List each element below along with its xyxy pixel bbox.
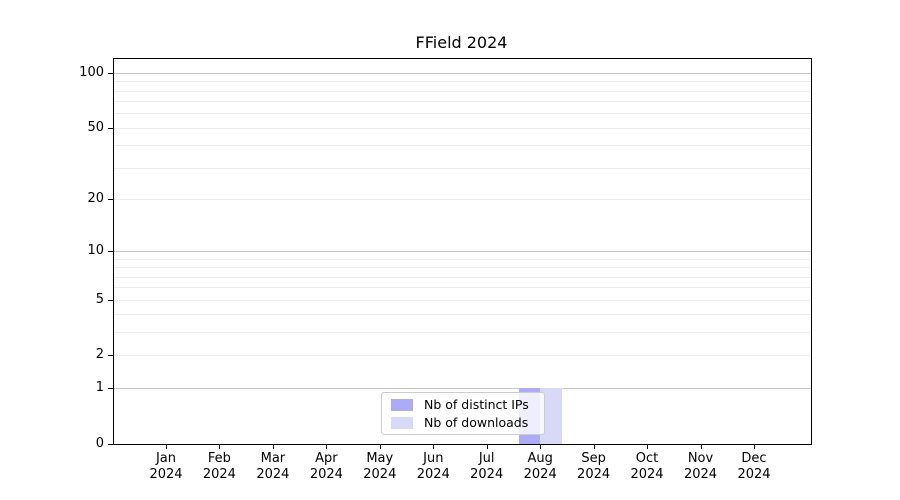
legend-swatch-icon <box>391 398 413 411</box>
x-tick-label: Feb 2024 <box>202 451 236 482</box>
x-tick-label: Jan 2024 <box>149 451 183 482</box>
major-gridline <box>114 251 811 252</box>
x-tick-label: Apr 2024 <box>309 451 343 482</box>
x-tick-mark <box>326 445 328 449</box>
legend: Nb of distinct IPs Nb of downloads <box>381 392 545 435</box>
x-tick-mark <box>647 445 648 449</box>
minor-gridline <box>114 90 811 92</box>
plot-area <box>113 58 812 445</box>
y-tick-mark <box>108 199 113 200</box>
x-tick-label: Oct 2024 <box>630 451 664 482</box>
x-tick-mark <box>166 445 167 449</box>
x-tick-label: Dec 2024 <box>737 451 771 482</box>
legend-label: Nb of downloads <box>424 415 529 430</box>
minor-gridline <box>114 258 811 260</box>
minor-gridline <box>114 145 811 147</box>
x-tick-mark <box>486 445 488 449</box>
x-tick-mark <box>593 445 595 449</box>
x-tick-label: Sep 2024 <box>577 451 611 482</box>
y-tick-mark <box>108 388 113 389</box>
x-tick-mark <box>272 445 274 449</box>
minor-gridline <box>114 267 811 269</box>
x-tick-label: Mar 2024 <box>256 451 290 482</box>
minor-gridline <box>114 127 811 129</box>
chart-title: FField 2024 <box>415 33 508 52</box>
y-tick-label: 1 <box>95 380 104 395</box>
y-tick-mark <box>108 251 113 252</box>
minor-gridline <box>114 355 811 357</box>
x-tick-mark <box>754 445 755 449</box>
minor-gridline <box>114 113 811 115</box>
major-gridline <box>114 72 811 74</box>
y-tick-mark <box>108 72 113 74</box>
x-tick-label: Jul 2024 <box>470 451 504 482</box>
legend-swatch-icon <box>391 416 413 429</box>
x-tick-mark <box>700 445 702 449</box>
minor-gridline <box>114 299 811 301</box>
y-tick-mark <box>108 355 113 357</box>
x-tick-mark <box>379 445 381 449</box>
legend-row: Nb of downloads <box>391 415 544 430</box>
y-tick-mark <box>108 443 113 445</box>
y-tick-label: 5 <box>95 291 104 307</box>
minor-gridline <box>114 276 811 278</box>
y-tick-mark <box>108 127 113 129</box>
y-tick-label: 0 <box>95 435 104 451</box>
x-tick-label: Jun 2024 <box>416 451 450 482</box>
y-tick-label: 50 <box>87 119 104 135</box>
minor-gridline <box>114 199 811 200</box>
y-tick-mark <box>108 299 113 301</box>
y-tick-label: 100 <box>79 64 104 80</box>
major-gridline <box>114 388 811 389</box>
bar-downloads <box>540 388 562 444</box>
legend-label: Nb of distinct IPs <box>424 397 529 412</box>
x-tick-label: May 2024 <box>363 451 397 482</box>
y-tick-label: 10 <box>87 243 104 258</box>
y-tick-label: 2 <box>95 347 104 363</box>
x-tick-label: Aug 2024 <box>523 451 557 482</box>
minor-gridline <box>114 287 811 289</box>
minor-gridline <box>114 332 811 334</box>
x-tick-mark <box>540 445 542 449</box>
y-tick-label: 20 <box>87 191 104 206</box>
minor-gridline <box>114 81 811 83</box>
minor-gridline <box>114 167 811 169</box>
minor-gridline <box>114 314 811 316</box>
x-tick-mark <box>219 445 221 449</box>
x-tick-mark <box>433 445 435 449</box>
x-tick-label: Nov 2024 <box>683 451 718 482</box>
minor-gridline <box>114 101 811 103</box>
legend-row: Nb of distinct IPs <box>391 397 544 412</box>
